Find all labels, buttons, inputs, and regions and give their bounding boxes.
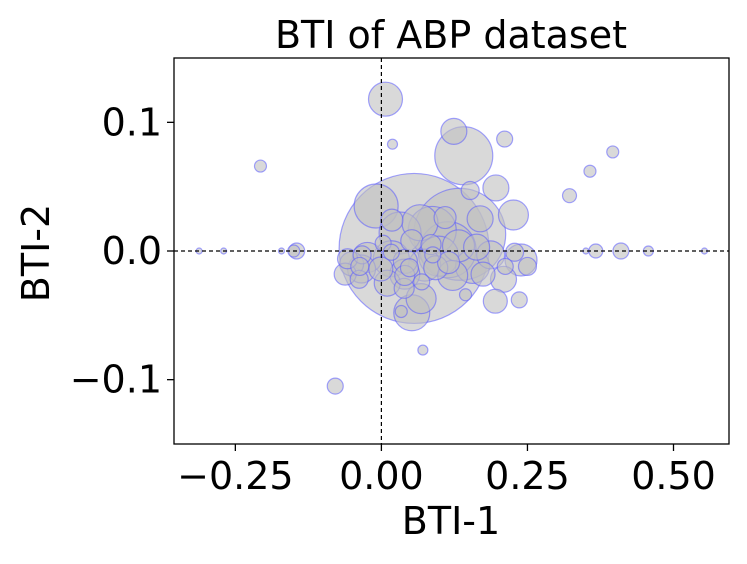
data-point <box>517 256 538 277</box>
data-point <box>386 138 399 150</box>
y-tick-label: 0.1 <box>102 100 162 144</box>
data-point <box>367 81 404 117</box>
points-layer <box>195 81 709 395</box>
x-axis-label: BTI-1 <box>402 499 500 543</box>
data-point <box>380 208 404 232</box>
data-point <box>458 288 473 302</box>
data-point <box>606 145 620 159</box>
data-point <box>497 199 530 231</box>
x-tick-label: 0.50 <box>631 454 716 498</box>
y-tick-label: 0.0 <box>102 229 162 273</box>
data-point <box>482 288 508 314</box>
data-point <box>400 229 424 253</box>
data-point <box>433 205 457 230</box>
x-tick-label: 0.00 <box>339 454 424 498</box>
y-tick-label: −0.1 <box>70 358 162 402</box>
data-point <box>382 243 400 261</box>
data-point <box>399 258 420 278</box>
data-point <box>470 261 496 287</box>
y-axis-label: BTI-2 <box>14 204 58 302</box>
data-point <box>510 291 528 309</box>
data-point <box>466 205 494 233</box>
data-point <box>424 246 442 264</box>
data-point <box>394 304 408 319</box>
data-point <box>326 377 344 395</box>
data-point <box>413 273 431 291</box>
chart-title: BTI of ABP dataset <box>275 13 627 57</box>
axes: −0.25 0.00 0.25 0.50 −0.1 0.0 0.1 <box>70 57 730 498</box>
data-point <box>440 117 468 145</box>
x-tick-label: 0.25 <box>485 454 570 498</box>
data-point <box>583 164 597 178</box>
data-point <box>496 257 514 276</box>
data-point <box>417 344 429 356</box>
data-point <box>561 188 578 204</box>
x-tick-label: −0.25 <box>177 454 293 498</box>
data-point <box>504 242 525 262</box>
data-point <box>253 159 268 173</box>
data-point <box>460 180 480 201</box>
data-point <box>612 242 630 260</box>
data-point <box>350 256 370 277</box>
data-point <box>496 130 514 148</box>
reference-lines <box>174 58 729 444</box>
data-point <box>482 174 510 202</box>
data-point <box>463 233 491 261</box>
